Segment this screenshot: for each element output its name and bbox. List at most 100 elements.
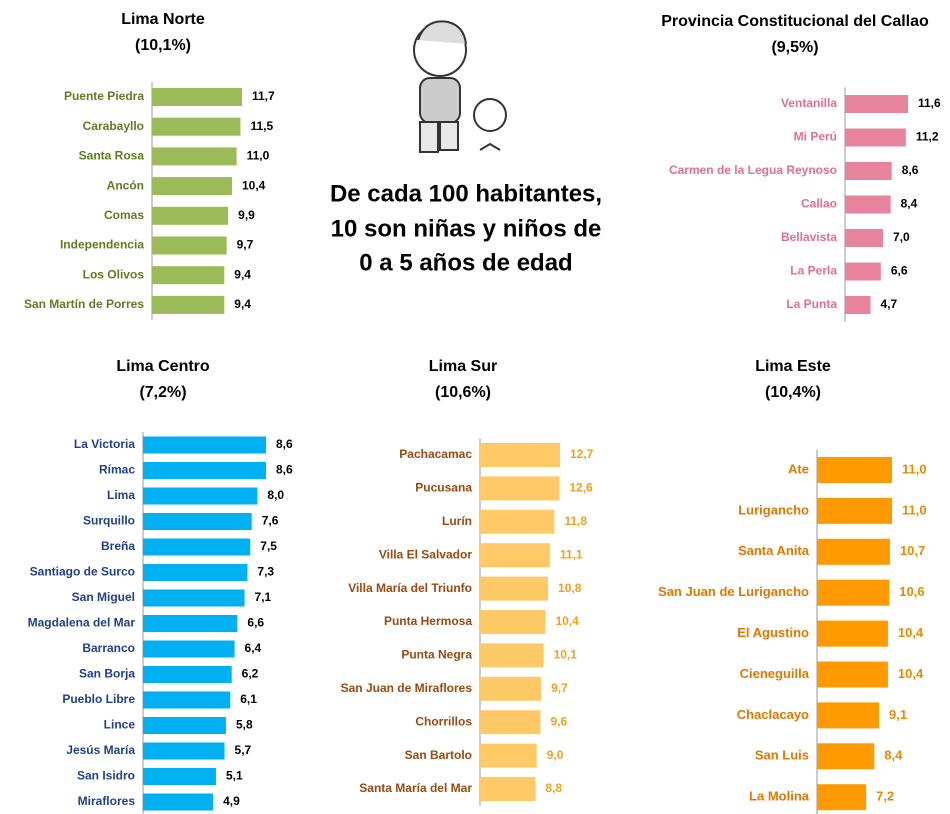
value-label: 11,5 xyxy=(250,119,273,133)
bar xyxy=(480,777,536,801)
value-label: 10,4 xyxy=(242,178,266,192)
category-label: Cieneguilla xyxy=(740,666,810,681)
value-label: 8,4 xyxy=(901,197,918,211)
category-label: Independencia xyxy=(60,238,144,252)
category-label: San Martín de Porres xyxy=(24,297,144,311)
category-label: Lurín xyxy=(442,514,472,528)
category-label: Chaclacayo xyxy=(737,707,809,722)
category-label: Barranco xyxy=(82,641,135,655)
bar xyxy=(480,676,542,701)
bar xyxy=(143,793,214,811)
category-label: Ventanilla xyxy=(781,96,837,110)
bar xyxy=(480,710,541,735)
bar xyxy=(845,262,881,281)
value-label: 7,0 xyxy=(893,230,910,244)
category-label: Magdalena del Mar xyxy=(28,616,136,630)
chart-title: Lima Este xyxy=(755,358,831,375)
value-label: 8,0 xyxy=(267,488,284,502)
bar xyxy=(480,610,546,634)
bar xyxy=(845,195,891,214)
bar xyxy=(480,476,560,501)
value-label: 8,6 xyxy=(276,437,293,451)
headline: De cada 100 habitantes, xyxy=(330,180,602,207)
category-label: Santiago de Surco xyxy=(30,565,135,579)
value-label: 9,7 xyxy=(551,681,568,695)
category-label: San Miguel xyxy=(72,590,135,604)
bar xyxy=(152,206,229,225)
value-label: 11,7 xyxy=(252,89,275,103)
bar xyxy=(845,162,892,180)
chart-title: Lima Sur xyxy=(429,358,497,375)
bar xyxy=(143,768,216,785)
category-label: Rímac xyxy=(99,463,135,477)
category-label: Jesús María xyxy=(66,743,135,757)
value-label: 8,6 xyxy=(276,463,293,477)
value-label: 11,6 xyxy=(918,96,941,110)
bar xyxy=(143,666,232,683)
bar xyxy=(143,589,245,607)
value-label: 10,4 xyxy=(556,614,580,628)
value-label: 9,9 xyxy=(238,208,255,222)
value-label: 10,4 xyxy=(898,625,924,640)
category-label: Bellavista xyxy=(781,230,837,244)
bar xyxy=(817,702,880,729)
bar xyxy=(817,497,892,524)
value-label: 11,0 xyxy=(902,502,927,517)
headline: 0 a 5 años de edad xyxy=(359,249,572,276)
bar xyxy=(480,743,537,768)
category-label: Villa El Salvador xyxy=(379,547,472,561)
bar xyxy=(480,443,560,467)
bar xyxy=(817,784,867,811)
chart-title: Provincia Constitucional del Callao xyxy=(661,13,929,30)
category-label: Surquillo xyxy=(83,514,135,528)
bar xyxy=(845,229,884,247)
value-label: 11,0 xyxy=(247,149,270,163)
category-label: La Molina xyxy=(749,789,810,804)
value-label: 9,4 xyxy=(234,297,251,311)
value-label: 10,6 xyxy=(899,584,924,599)
bar xyxy=(480,643,544,668)
category-label: San Isidro xyxy=(77,769,135,783)
bar xyxy=(817,620,888,647)
value-label: 9,4 xyxy=(234,267,251,281)
category-label: San Juan de Miraflores xyxy=(341,681,473,695)
category-label: Lurigancho xyxy=(738,502,809,517)
category-label: La Punta xyxy=(786,297,837,311)
category-label: San Juan de Lurigancho xyxy=(658,584,809,599)
chart-subtitle: (10,4%) xyxy=(765,384,821,401)
category-label: Carabayllo xyxy=(83,119,144,133)
category-label: Santa Rosa xyxy=(79,149,145,163)
value-label: 12,6 xyxy=(569,481,593,495)
value-label: 7,1 xyxy=(255,590,272,604)
value-label: 12,7 xyxy=(570,447,594,461)
chart-subtitle: (10,6%) xyxy=(435,384,491,401)
value-label: 9,0 xyxy=(547,748,564,762)
value-label: 6,6 xyxy=(247,616,264,630)
chart-title: Lima Centro xyxy=(116,358,210,375)
category-label: Santa Anita xyxy=(738,543,810,558)
category-label: Los Olivos xyxy=(83,267,145,281)
bar xyxy=(143,487,258,505)
value-label: 9,1 xyxy=(889,707,907,722)
category-label: Punta Hermosa xyxy=(384,614,472,628)
category-label: Miraflores xyxy=(78,794,136,808)
value-label: 7,5 xyxy=(260,539,277,553)
category-label: San Luis xyxy=(755,748,809,763)
headline: 10 son niñas y niños de xyxy=(331,215,602,242)
bar xyxy=(143,717,226,734)
category-label: Lince xyxy=(104,718,136,732)
bar xyxy=(152,147,237,166)
bar xyxy=(143,640,235,658)
chart-subtitle: (7,2%) xyxy=(139,384,186,401)
bar xyxy=(152,266,225,285)
bar xyxy=(143,742,225,760)
bar xyxy=(152,88,242,106)
value-label: 10,8 xyxy=(558,581,582,595)
category-label: Pueblo Libre xyxy=(62,692,135,706)
value-label: 11,0 xyxy=(902,461,927,476)
bar xyxy=(480,576,549,601)
category-label: Mi Perú xyxy=(794,130,837,144)
value-label: 5,8 xyxy=(236,718,253,732)
